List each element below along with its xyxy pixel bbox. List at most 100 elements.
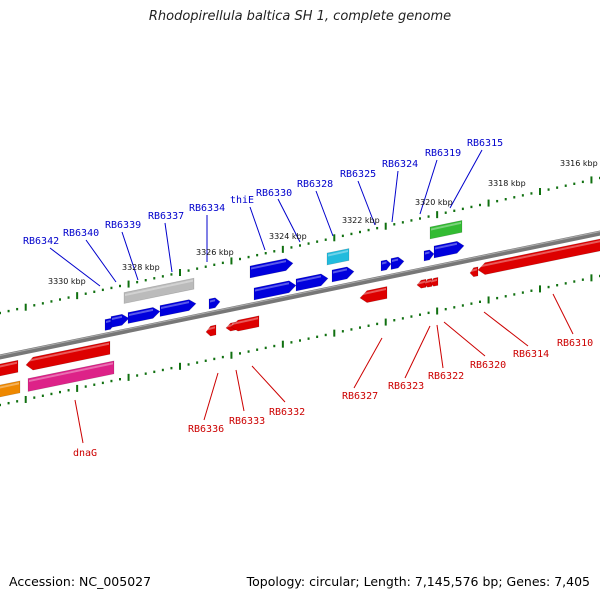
tick-mark	[110, 286, 113, 290]
tick-mark	[367, 324, 370, 327]
gene-label-top: RB6328	[297, 179, 333, 190]
leader-line-bottom	[203, 372, 219, 421]
tick-mark	[76, 384, 79, 392]
kbp-label: 3322 kbp	[342, 216, 380, 225]
gene-label-top: RB6342	[23, 236, 59, 247]
gene-highlight	[435, 242, 457, 250]
tick-mark	[350, 328, 353, 331]
gene-label-top: RB6315	[467, 138, 503, 149]
tick-mark	[581, 278, 584, 281]
gene-label-top: RB6330	[256, 188, 292, 199]
gene-feature	[208, 297, 221, 310]
label-leaders	[49, 149, 574, 444]
tick-mark	[247, 255, 250, 259]
gene-label-bottom: RB6327	[342, 391, 378, 402]
leader-line-bottom	[251, 365, 286, 403]
tick-mark	[221, 261, 224, 265]
tick-mark	[504, 198, 507, 201]
gene-highlight	[361, 288, 386, 296]
gene-feature	[429, 277, 439, 287]
tick-mark	[213, 263, 216, 266]
tick-mark	[556, 186, 559, 189]
tick-mark	[144, 279, 147, 282]
tick-mark	[359, 230, 361, 234]
tick-mark	[50, 300, 53, 303]
tick-mark	[93, 290, 96, 293]
gene-highlight	[210, 299, 216, 303]
gene-feature	[110, 313, 130, 328]
kbp-label: 3316 kbp	[560, 159, 598, 168]
tick-mark	[324, 238, 327, 241]
gene-highlight	[112, 315, 122, 320]
tick-mark	[427, 311, 430, 315]
tick-mark	[547, 188, 550, 191]
tick-mark	[264, 252, 267, 255]
gene-label-top: RB6337	[148, 211, 184, 222]
tick-mark	[110, 379, 113, 383]
tick-mark	[230, 351, 233, 359]
gene-feature	[295, 273, 329, 292]
tick-mark	[153, 277, 156, 280]
tick-mark	[93, 383, 96, 386]
tick-mark	[299, 339, 301, 342]
leader-line-top	[315, 190, 334, 237]
tick-mark	[76, 292, 79, 300]
leader-line-bottom	[436, 324, 444, 369]
gene-feature	[123, 277, 195, 304]
tick-mark	[564, 282, 567, 285]
tick-mark	[487, 199, 490, 207]
tick-mark	[187, 363, 190, 366]
tick-mark	[530, 289, 533, 292]
kbp-label: 3318 kbp	[488, 179, 526, 188]
gene-highlight	[425, 279, 431, 284]
tick-mark	[479, 300, 481, 303]
tick-mark	[204, 359, 207, 362]
tick-mark	[590, 274, 593, 282]
tick-mark	[290, 341, 293, 344]
tick-mark	[179, 362, 181, 370]
gene-feature	[127, 307, 161, 324]
gene-label-bottom: RB6320	[470, 360, 506, 371]
gene-highlight	[431, 278, 437, 283]
gene-feature	[477, 238, 600, 275]
tick-mark	[33, 396, 36, 399]
kbp-label: 3324 kbp	[269, 232, 307, 241]
tick-mark	[101, 381, 104, 385]
tick-mark	[187, 269, 190, 272]
tick-mark	[161, 275, 164, 278]
tick-mark	[7, 309, 10, 313]
gene-feature	[469, 266, 479, 278]
leader-line-top	[164, 222, 173, 273]
tick-mark	[496, 199, 499, 203]
tick-mark	[453, 209, 456, 212]
tick-mark	[581, 180, 584, 184]
leader-line-top	[85, 239, 117, 283]
leader-line-top	[419, 159, 438, 215]
tick-mark	[196, 361, 199, 364]
tick-mark	[436, 211, 439, 219]
tick-mark	[453, 306, 456, 309]
gene-label-bottom: RB6310	[557, 338, 593, 349]
tick-mark	[384, 318, 387, 326]
tick-mark	[393, 223, 396, 226]
gene-highlight	[392, 258, 399, 262]
tick-mark	[333, 234, 336, 242]
tick-mark	[230, 257, 233, 265]
kbp-label: 3320 kbp	[415, 198, 453, 207]
tick-mark	[273, 344, 276, 348]
gene-feature	[359, 286, 388, 303]
gene-label-bottom: RB6322	[428, 371, 464, 382]
leader-line-bottom	[404, 325, 431, 379]
tick-mark	[281, 340, 284, 348]
leader-line-top	[49, 247, 101, 287]
tick-mark	[350, 232, 353, 236]
gene-feature	[0, 380, 21, 398]
tick-mark	[136, 280, 139, 284]
accession-text: Accession: NC_005027	[9, 574, 152, 589]
tick-mark	[239, 257, 241, 261]
tick-mark	[359, 326, 361, 329]
leader-line-top	[357, 180, 376, 226]
tick-mark	[59, 390, 61, 394]
